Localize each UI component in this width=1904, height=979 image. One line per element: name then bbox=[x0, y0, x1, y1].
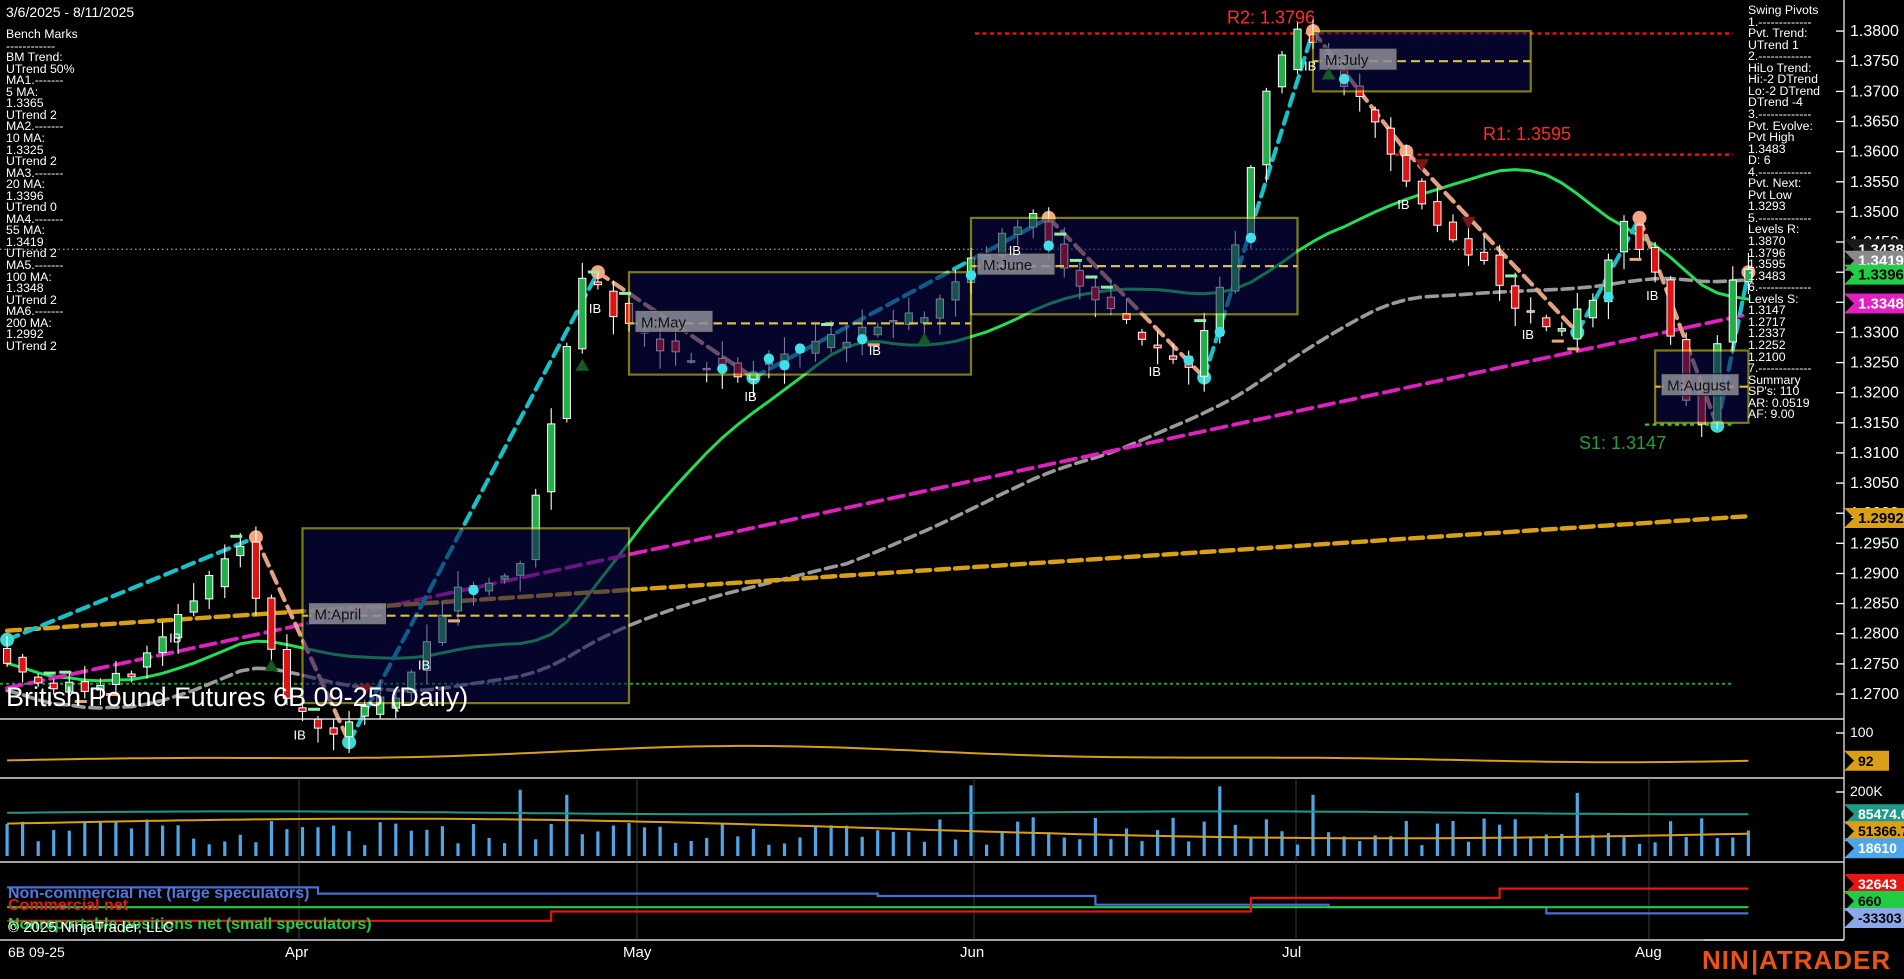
svg-text:R2: 1.3796: R2: 1.3796 bbox=[1227, 8, 1315, 28]
svg-text:M:August: M:August bbox=[1667, 378, 1731, 395]
svg-text:|: | bbox=[1751, 945, 1758, 975]
svg-text:May: May bbox=[623, 944, 652, 961]
svg-text:1.3348: 1.3348 bbox=[1858, 296, 1904, 313]
svg-text:Apr: Apr bbox=[285, 944, 308, 961]
svg-text:1.2750: 1.2750 bbox=[1850, 656, 1899, 673]
svg-text:ATRADER: ATRADER bbox=[1759, 945, 1891, 975]
svg-text:S1: 1.3147: S1: 1.3147 bbox=[1579, 433, 1666, 453]
svg-text:M:July: M:July bbox=[1325, 52, 1369, 69]
svg-text:51366.73: 51366.73 bbox=[1858, 823, 1904, 839]
svg-text:© 2025 NinjaTrader, LLC: © 2025 NinjaTrader, LLC bbox=[8, 919, 174, 936]
svg-text:1.3300: 1.3300 bbox=[1850, 324, 1899, 341]
svg-text:IB: IB bbox=[869, 343, 881, 358]
svg-text:200K: 200K bbox=[1850, 783, 1883, 799]
svg-text:92: 92 bbox=[1858, 753, 1874, 769]
svg-text:IB: IB bbox=[1009, 243, 1021, 258]
svg-text:IB: IB bbox=[1397, 197, 1409, 212]
svg-text:1.3200: 1.3200 bbox=[1850, 385, 1899, 402]
svg-text:1.3150: 1.3150 bbox=[1850, 415, 1899, 432]
svg-text:1.2900: 1.2900 bbox=[1850, 566, 1899, 583]
svg-text:IB: IB bbox=[1149, 364, 1161, 379]
svg-text:Commercial net: Commercial net bbox=[8, 897, 129, 914]
svg-text:1.3100: 1.3100 bbox=[1850, 445, 1899, 462]
svg-text:IB: IB bbox=[294, 727, 306, 742]
svg-text:100: 100 bbox=[1850, 724, 1874, 740]
svg-text:IB: IB bbox=[1646, 288, 1658, 303]
svg-text:1.2800: 1.2800 bbox=[1850, 626, 1899, 643]
svg-text:IB: IB bbox=[744, 389, 756, 404]
svg-text:1.2992: 1.2992 bbox=[1858, 510, 1904, 527]
svg-text:Jul: Jul bbox=[1282, 944, 1301, 961]
svg-text:1.3800: 1.3800 bbox=[1850, 23, 1899, 40]
svg-text:1.2850: 1.2850 bbox=[1850, 596, 1899, 613]
svg-text:M:May: M:May bbox=[641, 314, 687, 331]
svg-text:1.3500: 1.3500 bbox=[1850, 204, 1899, 221]
svg-text:1.3250: 1.3250 bbox=[1850, 355, 1899, 372]
svg-text:1.3550: 1.3550 bbox=[1850, 174, 1899, 191]
svg-text:-33303: -33303 bbox=[1858, 910, 1902, 926]
svg-text:IB: IB bbox=[1304, 58, 1316, 73]
svg-text:1.3750: 1.3750 bbox=[1850, 53, 1899, 70]
svg-text:R1: 1.3595: R1: 1.3595 bbox=[1483, 124, 1571, 144]
svg-text:1.3600: 1.3600 bbox=[1850, 144, 1899, 161]
svg-text:M:April: M:April bbox=[315, 607, 362, 624]
svg-text:IB: IB bbox=[589, 301, 601, 316]
svg-text:85474.65: 85474.65 bbox=[1858, 806, 1904, 822]
svg-text:Jun: Jun bbox=[960, 944, 984, 961]
svg-text:M:June: M:June bbox=[983, 257, 1032, 274]
svg-text:1.2950: 1.2950 bbox=[1850, 535, 1899, 552]
svg-text:British Pound Futures 6B 09-25: British Pound Futures 6B 09-25 (Daily) bbox=[6, 682, 468, 712]
svg-text:IB: IB bbox=[169, 631, 181, 646]
svg-text:1.3650: 1.3650 bbox=[1850, 114, 1899, 131]
svg-text:6B 09-25: 6B 09-25 bbox=[8, 944, 65, 960]
svg-text:660: 660 bbox=[1858, 893, 1882, 909]
svg-text:18610: 18610 bbox=[1858, 840, 1897, 856]
svg-text:1.3700: 1.3700 bbox=[1850, 83, 1899, 100]
svg-text:1.3396: 1.3396 bbox=[1858, 267, 1904, 284]
svg-text:32643: 32643 bbox=[1858, 876, 1897, 892]
svg-text:NIN: NIN bbox=[1702, 945, 1750, 975]
svg-text:IB: IB bbox=[1522, 327, 1534, 342]
svg-text:IB: IB bbox=[418, 658, 430, 673]
svg-text:Aug: Aug bbox=[1635, 944, 1662, 961]
svg-text:1.3050: 1.3050 bbox=[1850, 475, 1899, 492]
svg-text:1.2700: 1.2700 bbox=[1850, 686, 1899, 703]
